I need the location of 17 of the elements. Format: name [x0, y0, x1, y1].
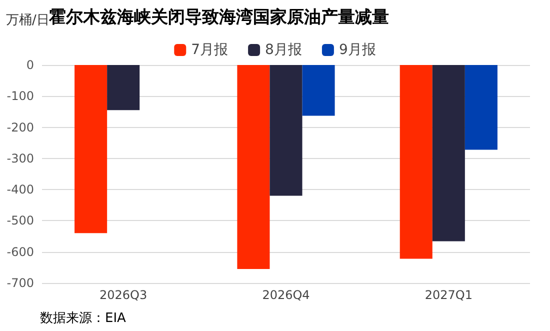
y-tick-label: -600 [6, 244, 34, 259]
y-axis-title: 万桶/日 [6, 13, 50, 28]
y-tick-label: -400 [6, 182, 34, 197]
y-tick-label: -200 [6, 120, 34, 134]
y-tick-label: -300 [6, 151, 34, 166]
x-tick-label: 2026Q4 [262, 288, 310, 302]
y-tick-label: -700 [6, 276, 34, 290]
x-tick-label: 2026Q3 [100, 288, 148, 302]
x-tick-label: 2027Q1 [424, 288, 472, 302]
legend-label: 9月报 [338, 42, 376, 58]
source-note: 数据来源：EIA [40, 311, 126, 326]
chart-title: 霍尔木兹海峡关闭导致海湾国家原油产量减量 [48, 8, 389, 28]
y-tick-label: -500 [6, 214, 34, 228]
legend-label: 8月报 [265, 42, 302, 58]
y-tick-label: -100 [6, 89, 34, 104]
y-tick-label: 0 [26, 58, 34, 72]
legend-label: 7月报 [191, 42, 228, 58]
